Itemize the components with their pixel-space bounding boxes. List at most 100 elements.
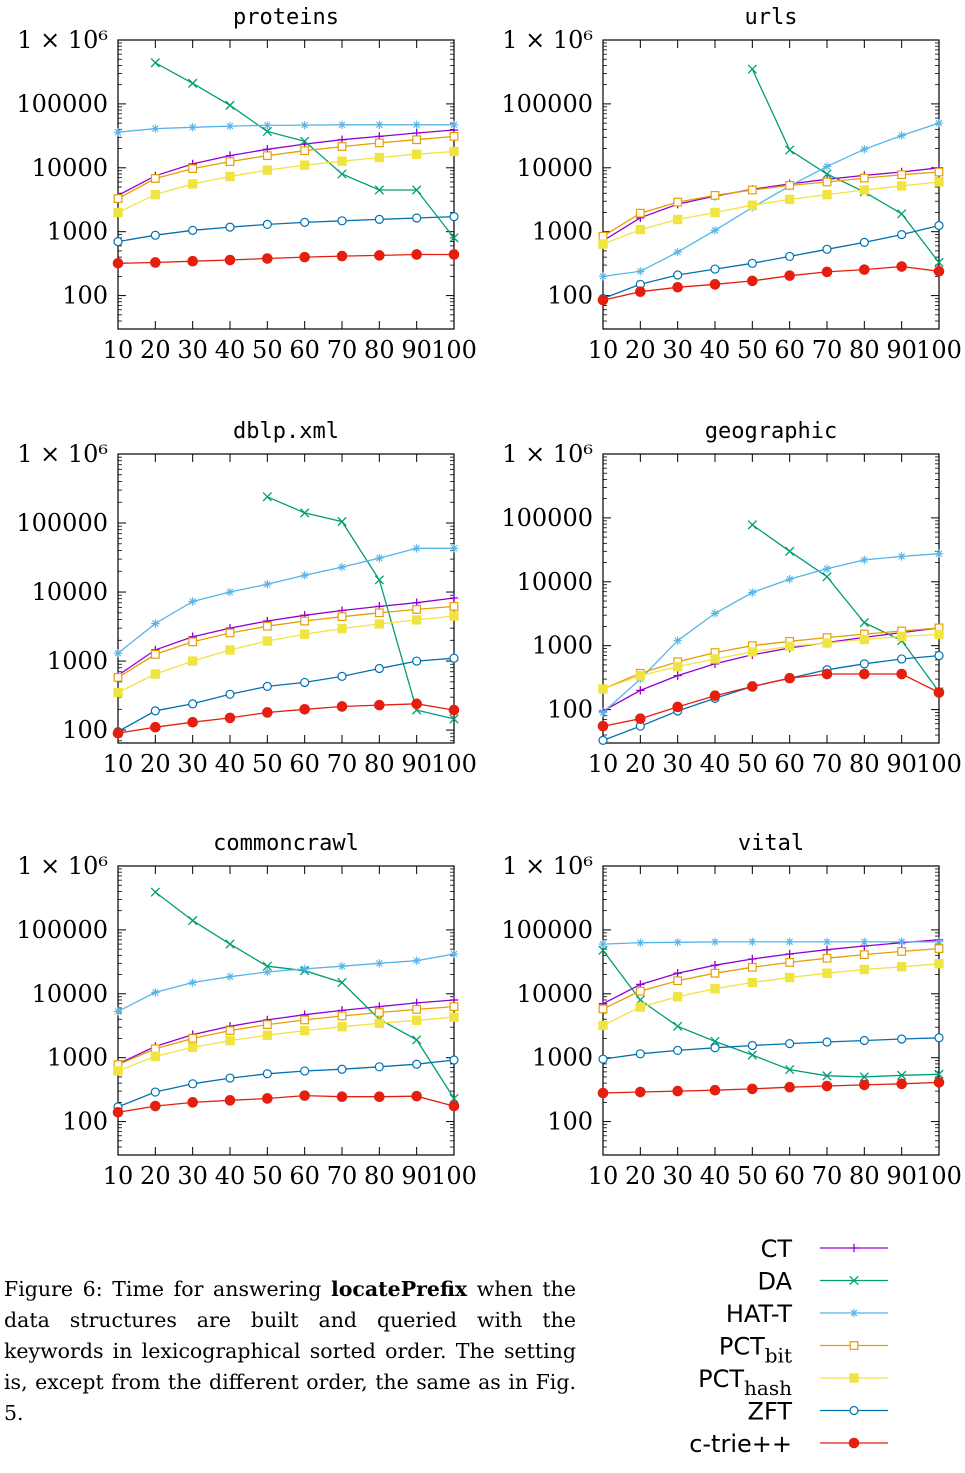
data-point [785, 145, 795, 155]
data-point [374, 1018, 385, 1029]
legend-label: PCThash [698, 1365, 792, 1400]
data-point [860, 555, 869, 565]
data-point [896, 181, 907, 191]
series-PCTbit [113, 131, 459, 203]
data-point [225, 100, 235, 110]
data-point [598, 684, 608, 694]
x-tick-label: 90 [401, 750, 432, 778]
data-point [150, 721, 161, 733]
data-point [188, 123, 197, 132]
plot-frame [117, 453, 455, 744]
data-point [112, 1106, 124, 1118]
data-point [188, 1079, 198, 1089]
series-line [602, 654, 940, 742]
x-tick-label: 30 [177, 750, 208, 778]
data-point [262, 707, 273, 718]
data-point [747, 185, 757, 195]
data-point [262, 492, 272, 502]
data-point [748, 954, 757, 964]
data-point [412, 544, 421, 553]
data-point [449, 1012, 459, 1022]
x-tick-label: 20 [625, 1162, 656, 1190]
data-point [673, 636, 682, 645]
series-line [117, 953, 455, 1012]
y-tick-label: 1000 [532, 218, 593, 246]
data-point [859, 950, 869, 960]
data-point [225, 222, 235, 232]
data-point [822, 189, 832, 200]
x-tick-label: 70 [812, 336, 843, 364]
x-tick-label: 80 [364, 336, 395, 364]
data-point [225, 1035, 235, 1046]
x-tick-label: 50 [252, 336, 283, 364]
data-point [748, 588, 757, 597]
data-point [598, 1004, 608, 1014]
data-point [411, 615, 422, 625]
x-tick-label: 80 [849, 336, 880, 364]
series-DA [598, 945, 944, 1082]
data-point [747, 1083, 758, 1095]
data-point [187, 255, 198, 267]
series-line [117, 999, 455, 1065]
data-point [449, 601, 459, 611]
data-point [934, 944, 944, 953]
data-point [411, 698, 422, 710]
data-point [113, 1066, 123, 1076]
data-point [150, 1044, 160, 1054]
series-line [602, 673, 940, 727]
legend-marker [849, 1308, 859, 1318]
data-point [151, 988, 160, 997]
series-line [117, 124, 454, 133]
data-point [375, 120, 384, 130]
series-line [117, 547, 454, 654]
x-tick-label: 10 [103, 1162, 134, 1190]
data-point [822, 968, 832, 978]
legend-label: ZFT [748, 1398, 793, 1426]
data-point [672, 661, 683, 672]
chart-title: vital [738, 831, 804, 856]
data-point [412, 213, 422, 223]
series-line [602, 171, 940, 237]
series-line [602, 122, 940, 278]
data-point [188, 1034, 198, 1043]
data-point [672, 1085, 683, 1097]
x-tick-label: 80 [849, 1162, 880, 1190]
series-line [267, 496, 455, 720]
x-tick-label: 20 [140, 750, 171, 778]
data-point [822, 953, 832, 963]
x-tick-label: 90 [401, 336, 432, 364]
chart-title: proteins [233, 5, 339, 30]
data-point [598, 272, 608, 281]
data-point [635, 713, 646, 725]
x-tick-label: 30 [662, 336, 693, 364]
data-point [412, 1035, 422, 1045]
data-point [747, 977, 758, 988]
data-point [113, 1007, 123, 1016]
legend-label-text: PCT [698, 1365, 744, 1393]
data-point [597, 1087, 609, 1099]
data-point [262, 681, 272, 691]
series-line [117, 1016, 455, 1072]
x-tick-label: 60 [774, 750, 805, 778]
data-point [449, 611, 459, 621]
series-line [117, 215, 455, 243]
x-tick-label: 50 [252, 750, 283, 778]
data-point [448, 1100, 460, 1112]
data-point [337, 120, 347, 130]
x-tick-label: 50 [252, 1162, 283, 1190]
y-tick-label: 100000 [16, 509, 108, 537]
data-point [187, 1042, 198, 1053]
data-point [635, 1002, 646, 1012]
y-tick-label: 1 × 10⁶ [17, 852, 108, 880]
data-point [300, 964, 309, 974]
data-point [934, 650, 944, 661]
data-point [710, 961, 720, 970]
data-point [896, 261, 907, 272]
series-CT [113, 593, 459, 680]
data-point [449, 120, 459, 130]
x-tick-label: 30 [662, 750, 693, 778]
data-point [822, 638, 832, 648]
data-point [859, 173, 869, 183]
data-point [934, 220, 944, 231]
